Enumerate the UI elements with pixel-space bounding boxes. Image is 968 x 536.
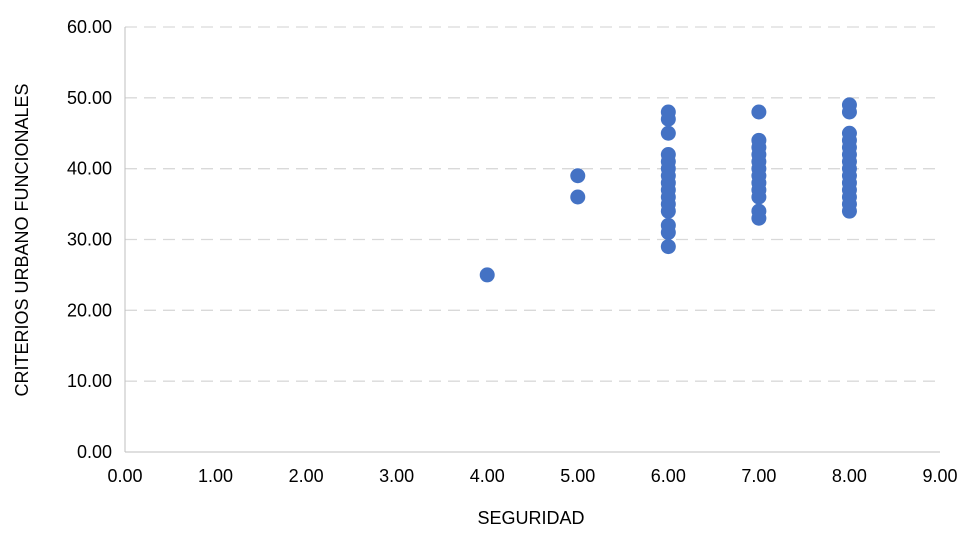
- data-point: [841, 203, 857, 219]
- axes: [124, 27, 940, 453]
- y-tick-label: 20.00: [67, 300, 112, 320]
- data-point: [570, 168, 586, 184]
- data-point: [570, 189, 586, 205]
- x-tick-label: 7.00: [741, 466, 776, 486]
- data-point: [660, 239, 676, 255]
- x-tick-label: 0.00: [107, 466, 142, 486]
- x-axis-title: SEGURIDAD: [477, 508, 584, 528]
- x-tick-label: 3.00: [379, 466, 414, 486]
- x-tick-label: 8.00: [832, 466, 867, 486]
- data-point: [751, 189, 767, 205]
- x-tick-label: 1.00: [198, 466, 233, 486]
- y-tick-labels: 0.00 10.00 20.00 30.00 40.00 50.00 60.00: [67, 17, 112, 462]
- data-point: [660, 125, 676, 141]
- y-tick-label: 0.00: [77, 442, 112, 462]
- y-tick-label: 10.00: [67, 371, 112, 391]
- y-tick-label: 30.00: [67, 230, 112, 250]
- y-tick-label: 40.00: [67, 159, 112, 179]
- data-point: [660, 203, 676, 219]
- x-tick-label: 4.00: [470, 466, 505, 486]
- x-tick-label: 9.00: [922, 466, 957, 486]
- x-tick-label: 5.00: [560, 466, 595, 486]
- gridlines: [125, 26, 940, 382]
- data-points: [479, 97, 857, 283]
- x-tick-label: 6.00: [651, 466, 686, 486]
- x-tick-label: 2.00: [289, 466, 324, 486]
- data-point: [841, 104, 857, 120]
- data-point: [479, 267, 495, 283]
- y-axis-title: CRITERIOS URBANO FUNCIONALES: [12, 83, 32, 396]
- data-point: [660, 111, 676, 127]
- y-tick-label: 60.00: [67, 17, 112, 37]
- x-tick-labels: 0.00 1.00 2.00 3.00 4.00 5.00 6.00 7.00 8.00 9.00: [107, 466, 957, 486]
- data-point: [751, 210, 767, 226]
- data-point: [751, 104, 767, 120]
- data-point: [660, 224, 676, 240]
- y-tick-label: 50.00: [67, 88, 112, 108]
